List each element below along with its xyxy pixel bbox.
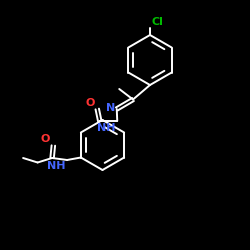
Text: O: O bbox=[86, 98, 95, 108]
Text: NH: NH bbox=[97, 123, 115, 133]
Text: Cl: Cl bbox=[151, 17, 163, 27]
Text: N: N bbox=[106, 103, 116, 113]
Text: NH: NH bbox=[47, 161, 66, 171]
Text: O: O bbox=[41, 134, 50, 144]
